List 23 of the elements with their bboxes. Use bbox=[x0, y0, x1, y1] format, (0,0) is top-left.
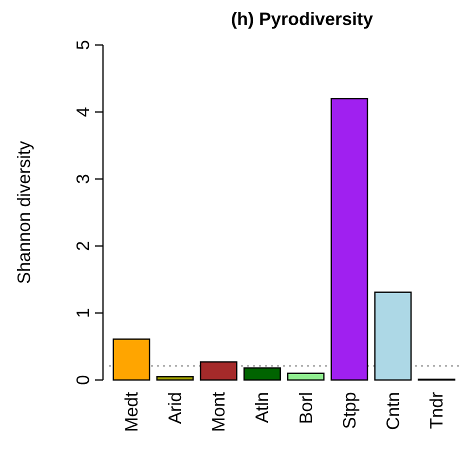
x-tick-label: Medt bbox=[121, 392, 142, 432]
bar bbox=[330, 98, 368, 381]
x-tick-label: Tndr bbox=[426, 392, 447, 430]
x-tick-label: Cntn bbox=[382, 392, 403, 430]
y-tick-label: 5 bbox=[73, 40, 93, 50]
bar bbox=[156, 376, 194, 381]
x-tick-label: Arid bbox=[165, 392, 186, 424]
x-tick-label: Atln bbox=[252, 392, 272, 424]
chart-title: (h) Pyrodiversity bbox=[230, 9, 374, 29]
y-tick-label: 2 bbox=[73, 240, 93, 252]
y-axis-title: Shannon diversity bbox=[14, 140, 34, 284]
bar bbox=[287, 372, 325, 381]
bar bbox=[243, 367, 281, 381]
bar bbox=[112, 338, 150, 381]
bar bbox=[374, 292, 412, 381]
y-tick-label: 4 bbox=[73, 106, 93, 118]
y-tick-label: 1 bbox=[73, 308, 93, 318]
y-tick-label: 0 bbox=[73, 374, 93, 386]
bar bbox=[200, 361, 238, 381]
x-tick-label: Borl bbox=[296, 392, 316, 424]
y-tick-label: 3 bbox=[73, 174, 93, 184]
x-tick-label: Stpp bbox=[339, 392, 360, 430]
x-tick-label: Mont bbox=[208, 392, 229, 432]
